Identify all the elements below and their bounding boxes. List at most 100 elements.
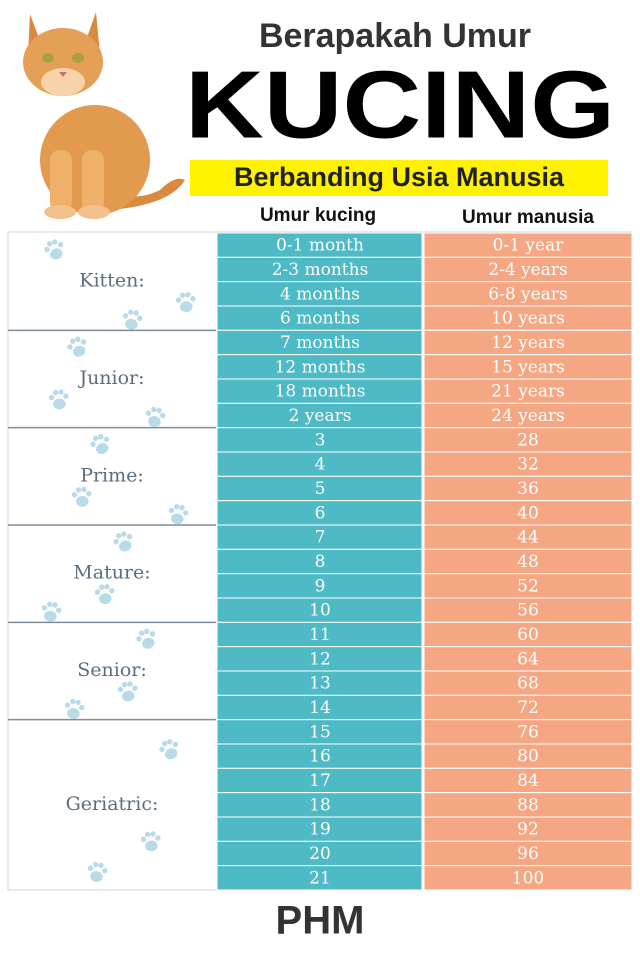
human-age: 24 years	[491, 406, 565, 426]
title-top: Berapakah Umur	[259, 17, 531, 55]
human-age: 100	[512, 868, 544, 888]
cat-age: 15	[309, 722, 331, 742]
human-age: 12 years	[491, 333, 565, 353]
human-age: 32	[517, 455, 539, 475]
cat-age: 6 months	[280, 309, 360, 329]
group-label: Senior:	[77, 659, 147, 681]
cat-age-cell	[216, 865, 423, 891]
human-age: 15 years	[491, 357, 565, 377]
cat-age-cell	[216, 329, 423, 356]
human-age-cell	[423, 354, 633, 380]
cat-age: 6	[315, 503, 326, 523]
human-age-cell	[423, 548, 633, 575]
cat-age: 20	[309, 844, 331, 864]
human-age-cell	[423, 767, 633, 794]
human-age: 36	[517, 479, 539, 499]
human-age-cell	[423, 573, 633, 599]
cat-age: 18	[309, 795, 331, 815]
column-header: Umur manusia	[462, 207, 594, 228]
human-age-cell	[423, 646, 633, 672]
human-age: 92	[517, 820, 539, 840]
human-age-cell	[423, 840, 633, 867]
human-age: 68	[517, 674, 539, 694]
human-age-cell	[423, 670, 633, 696]
cat-age-cell	[216, 621, 423, 648]
human-age-cell	[423, 743, 633, 769]
human-age: 44	[517, 528, 539, 548]
column-header: Umur kucing	[260, 205, 376, 226]
human-age-cell	[423, 597, 633, 623]
cat-age-cell	[216, 281, 423, 307]
cat-age-cell	[216, 451, 423, 477]
cat-age-cell	[216, 670, 423, 696]
cat-age: 3	[315, 430, 326, 450]
cat-age-cell	[216, 743, 423, 769]
cat-age: 11	[309, 625, 331, 645]
cat-age: 13	[309, 674, 331, 694]
cat-age-cell	[216, 573, 423, 599]
human-age-cell	[423, 621, 633, 648]
cat-age: 17	[309, 771, 331, 791]
group-label: Junior:	[77, 367, 144, 389]
subtitle-band	[190, 160, 608, 196]
human-age-cell	[423, 816, 633, 842]
cat-age: 16	[309, 747, 331, 767]
human-age-cell	[423, 232, 633, 258]
cat-age: 21	[309, 868, 331, 888]
human-age: 80	[517, 747, 539, 767]
human-age: 2-4 years	[488, 260, 567, 280]
human-age: 76	[517, 722, 539, 742]
human-age: 28	[517, 430, 539, 450]
cat-age: 2-3 months	[272, 260, 369, 280]
group-label: Prime:	[80, 464, 144, 486]
cat-age-cell	[216, 767, 423, 794]
human-age-cell	[423, 402, 633, 429]
cat-age: 4	[315, 455, 326, 475]
human-age: 10 years	[491, 309, 565, 329]
human-age: 21 years	[491, 382, 565, 402]
group-label: Geriatric:	[66, 793, 159, 815]
human-age: 72	[517, 698, 539, 718]
human-age-cell	[423, 792, 633, 818]
cat-age-cell	[216, 402, 423, 429]
cat-age-cell	[216, 694, 423, 721]
cat-age: 12	[309, 649, 331, 669]
human-age: 56	[517, 601, 539, 621]
cat-age-cell	[216, 378, 423, 404]
human-age-cell	[423, 329, 633, 356]
cat-age-cell	[216, 524, 423, 550]
cat-age: 9	[315, 576, 326, 596]
cat-illustration	[23, 12, 185, 219]
cat-age: 2 years	[289, 406, 352, 426]
human-age-cell	[423, 500, 633, 526]
human-age: 60	[517, 625, 539, 645]
subtitle: Berbanding Usia Manusia	[234, 162, 565, 192]
cat-age: 8	[315, 552, 326, 572]
cat-age-cell	[216, 792, 423, 818]
cat-age: 7	[315, 528, 326, 548]
human-age: 40	[517, 503, 539, 523]
human-age-cell	[423, 719, 633, 745]
group-label: Mature:	[73, 562, 150, 584]
human-age: 88	[517, 795, 539, 815]
cat-age: 14	[309, 698, 331, 718]
human-age-cell	[423, 305, 633, 331]
cat-age: 0-1 month	[276, 236, 364, 256]
human-age: 0-1 year	[493, 236, 565, 256]
cat-age: 7 months	[280, 333, 360, 353]
cat-age: 4 months	[280, 284, 360, 304]
cat-age-cell	[216, 816, 423, 842]
cat-age: 18 months	[275, 382, 366, 402]
human-age: 64	[517, 649, 539, 669]
human-age-cell	[423, 281, 633, 307]
cat-age: 19	[309, 820, 331, 840]
human-age: 84	[517, 771, 539, 791]
group-label: Kitten:	[79, 270, 144, 292]
human-age-cell	[423, 256, 633, 283]
human-age-cell	[423, 865, 633, 891]
table: Kitten: 0-1 month 0-1 year 2-3 months 2-4 ye…	[8, 232, 633, 891]
human-age: 96	[517, 844, 539, 864]
human-age-cell	[423, 694, 633, 721]
human-age: 6-8 years	[488, 284, 567, 304]
cat-age: 10	[309, 601, 331, 621]
